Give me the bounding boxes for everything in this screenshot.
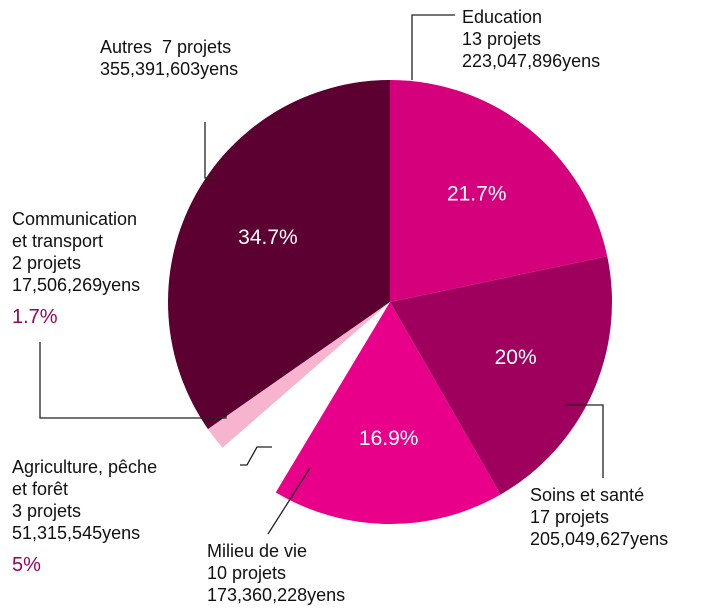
category-name: Education [462, 7, 543, 27]
category-name: Autres [100, 37, 153, 57]
slice-label: Milieu de vie 10 projets 173,360,228yens [207, 540, 345, 606]
value-label: 34.7% [238, 226, 298, 249]
value-label: 16.9% [359, 427, 419, 450]
pie-slice [167, 80, 390, 430]
pie-slice [390, 80, 608, 302]
project-count: 13 projets [462, 29, 542, 49]
project-count: 17 projets [530, 507, 610, 527]
amount: 205,049,627yens [530, 529, 669, 549]
slice-label: Agriculture, pêche et forêt 3 projets 51,3… [12, 456, 157, 576]
leader [39, 342, 227, 419]
slice-label: Communication et transport 2 projets 17,50… [12, 208, 140, 328]
project-count: 3 projets [12, 501, 82, 521]
project-count: 10 projets [207, 563, 287, 583]
leader [565, 404, 604, 478]
amount: 51,315,545yens [12, 523, 141, 543]
amount: 173,360,228yens [207, 585, 346, 605]
pie-slice [390, 256, 612, 495]
value-label: 20% [495, 346, 537, 369]
category-name: Communication et transport [12, 209, 138, 251]
category-name: Soins et santé [530, 485, 645, 505]
leader [411, 14, 455, 80]
value-label: 1.7% [12, 306, 58, 328]
slice-label: Soins et santé 17 projets 205,049,627yens [530, 484, 668, 550]
amount: 223,047,896yens [462, 51, 601, 71]
label-row: Autres 7 projets [100, 36, 238, 58]
slice-label: Autres 7 projets 355,391,603yens [100, 36, 238, 80]
pie-slice [275, 302, 501, 524]
category-name: Milieu de vie [207, 541, 308, 561]
category-name: Agriculture, pêche et forêt [12, 457, 158, 499]
value-label: 5% [12, 554, 41, 576]
project-count: 7 projets [162, 37, 232, 57]
amount: 355,391,603yens [100, 59, 239, 79]
leader [267, 467, 311, 535]
pie-slice [222, 302, 390, 493]
amount: 17,506,269yens [12, 275, 141, 295]
pie-slice [207, 302, 390, 448]
slice-label: Education 13 projets 223,047,896yens [462, 6, 600, 72]
project-count: 2 projets [12, 253, 82, 273]
leader [240, 446, 272, 466]
leader [204, 122, 216, 179]
value-label: 21.7% [447, 183, 507, 206]
